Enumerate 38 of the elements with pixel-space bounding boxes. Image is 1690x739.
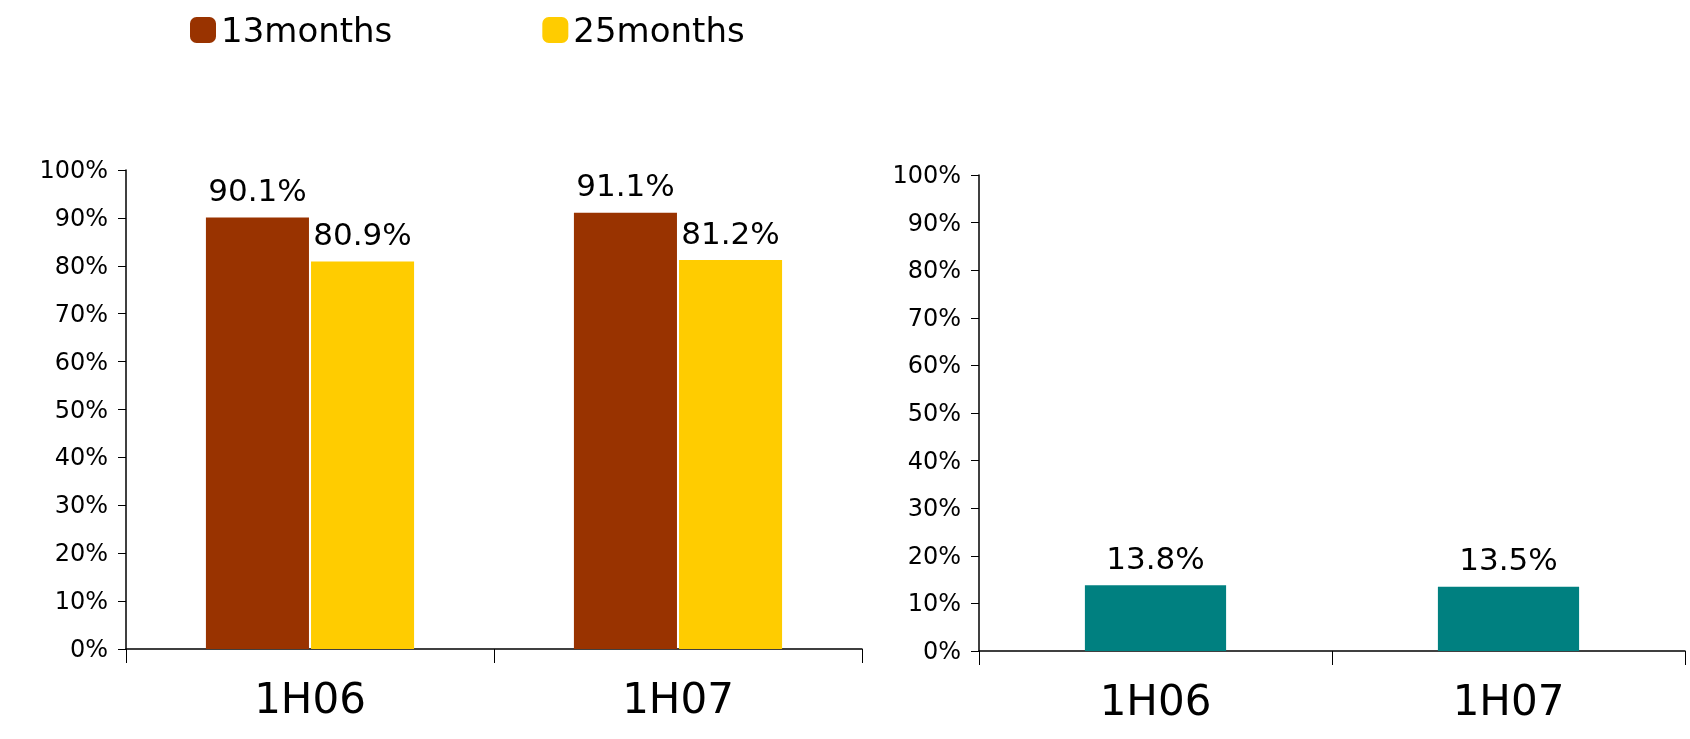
bar [679,260,783,649]
data-label: 90.1% [208,171,307,208]
y-tick-label: 10% [907,589,961,618]
x-tick-label: 1H06 [254,673,366,723]
legend-label: 25months [573,10,745,50]
y-tick-label: 60% [907,351,961,380]
legend-label: 13months [221,10,393,50]
bar [311,261,415,649]
y-tick-label: 90% [907,208,961,237]
data-label: 91.1% [576,167,675,204]
data-label: 80.9% [313,215,412,252]
y-tick-label: 80% [907,256,961,285]
y-tick-label: 40% [54,443,108,472]
y-tick-label: 50% [907,399,961,427]
y-tick-label: 0% [69,635,108,663]
y-tick-label: 80% [54,251,108,280]
x-tick-label: 1H07 [622,673,734,723]
y-tick-label: 0% [922,637,961,665]
data-label: 13.5% [1459,541,1558,578]
y-tick-label: 90% [54,203,108,232]
y-tick-label: 60% [54,347,108,376]
y-tick-label: 70% [907,303,961,332]
y-tick-label: 30% [907,494,961,523]
y-tick-label: 100% [892,161,961,189]
y-tick-label: 30% [54,491,108,520]
x-tick-label: 1H06 [1099,675,1212,725]
x-tick-label: 1H07 [1452,675,1565,725]
data-label: 13.8% [1106,539,1205,576]
y-tick-label: 70% [54,299,108,328]
y-tick-label: 20% [907,541,961,570]
y-tick-label: 100% [39,156,108,184]
data-label: 81.2% [681,214,780,251]
y-tick-label: 50% [54,395,108,424]
bar [573,212,677,649]
y-tick-label: 40% [907,446,961,475]
y-tick-label: 20% [54,539,108,568]
y-tick-label: 10% [54,587,108,616]
bar [205,217,309,649]
